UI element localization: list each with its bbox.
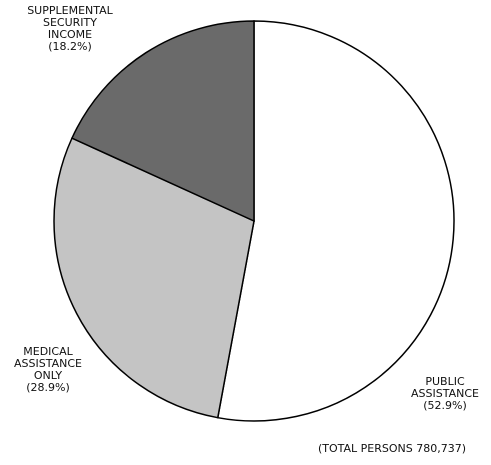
slice-label: SUPPLEMENTAL SECURITY INCOME xyxy=(27,4,113,41)
pie-slice xyxy=(53,137,255,419)
slice-value-label: (52.9%) xyxy=(423,399,467,412)
pie-slice xyxy=(70,20,255,223)
slice-value-label: (18.2%) xyxy=(48,40,92,53)
pie-slice xyxy=(216,20,455,422)
annotation: (TOTAL PERSONS 780,737) xyxy=(318,442,466,455)
slice-label: PUBLIC ASSISTANCE xyxy=(411,375,479,400)
slice-label: MEDICAL ASSISTANCE ONLY xyxy=(14,345,82,382)
slice-value-label: (28.9%) xyxy=(26,381,70,394)
